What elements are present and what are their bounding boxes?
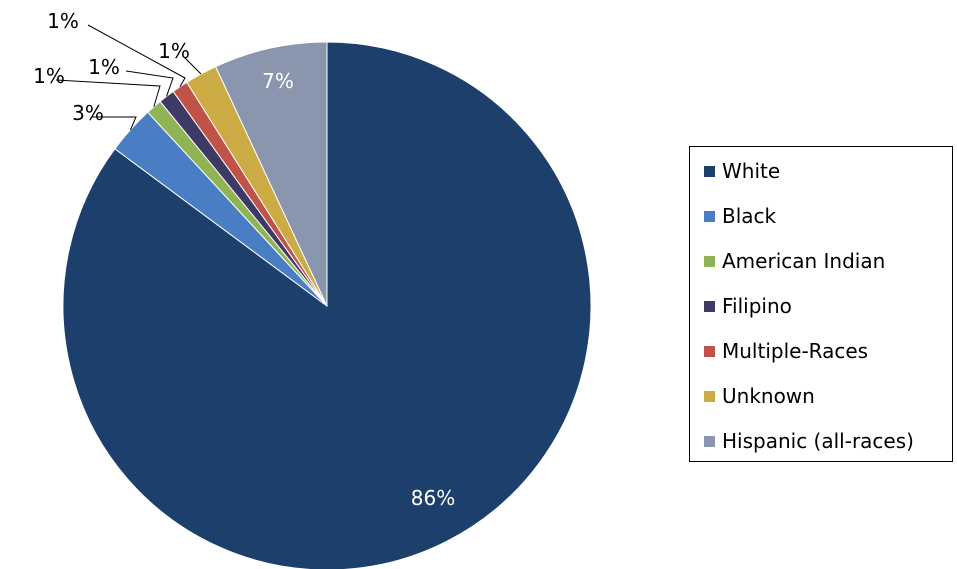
leader-line-multiple-races xyxy=(87,24,186,88)
legend-label-hispanic: Hispanic (all-races) xyxy=(722,429,914,453)
leader-line-unknown xyxy=(183,56,202,75)
legend-swatch-hispanic xyxy=(704,435,715,447)
legend-label-multiple-races: Multiple-Races xyxy=(722,339,869,363)
data-label-white: 86% xyxy=(411,486,455,510)
data-label-hispanic: 7% xyxy=(262,69,294,93)
chart-legend: White Black American Indian Filipino Mul… xyxy=(689,146,953,462)
legend-item-american-indian: American Indian xyxy=(704,249,885,273)
legend-item-black: Black xyxy=(704,204,776,228)
legend-item-unknown: Unknown xyxy=(704,384,815,408)
legend-item-multiple-races: Multiple-Races xyxy=(704,339,868,363)
pie-slice-hispanic xyxy=(214,41,328,307)
legend-label-unknown: Unknown xyxy=(722,384,815,408)
legend-swatch-multiple-races xyxy=(704,345,715,357)
legend-swatch-american-indian xyxy=(704,255,715,267)
data-label-american-indian: 1% xyxy=(33,64,65,88)
leader-line-filipino xyxy=(125,70,174,97)
leader-line-american-indian xyxy=(55,79,161,107)
data-label-black: 3% xyxy=(72,101,104,125)
data-label-unknown: 1% xyxy=(158,39,190,63)
legend-item-filipino: Filipino xyxy=(704,294,792,318)
leader-line-black xyxy=(92,116,137,130)
legend-label-american-indian: American Indian xyxy=(722,249,886,273)
legend-label-black: Black xyxy=(722,204,777,228)
data-label-multiple-races: 1% xyxy=(47,9,79,33)
legend-item-white: White xyxy=(704,159,780,183)
legend-swatch-black xyxy=(704,210,715,222)
legend-swatch-unknown xyxy=(704,390,715,402)
legend-item-hispanic: Hispanic (all-races) xyxy=(704,429,914,453)
data-label-filipino: 1% xyxy=(88,55,120,79)
legend-swatch-white xyxy=(704,165,715,177)
legend-label-white: White xyxy=(722,159,781,183)
legend-swatch-filipino xyxy=(704,300,715,312)
legend-label-filipino: Filipino xyxy=(722,294,792,318)
